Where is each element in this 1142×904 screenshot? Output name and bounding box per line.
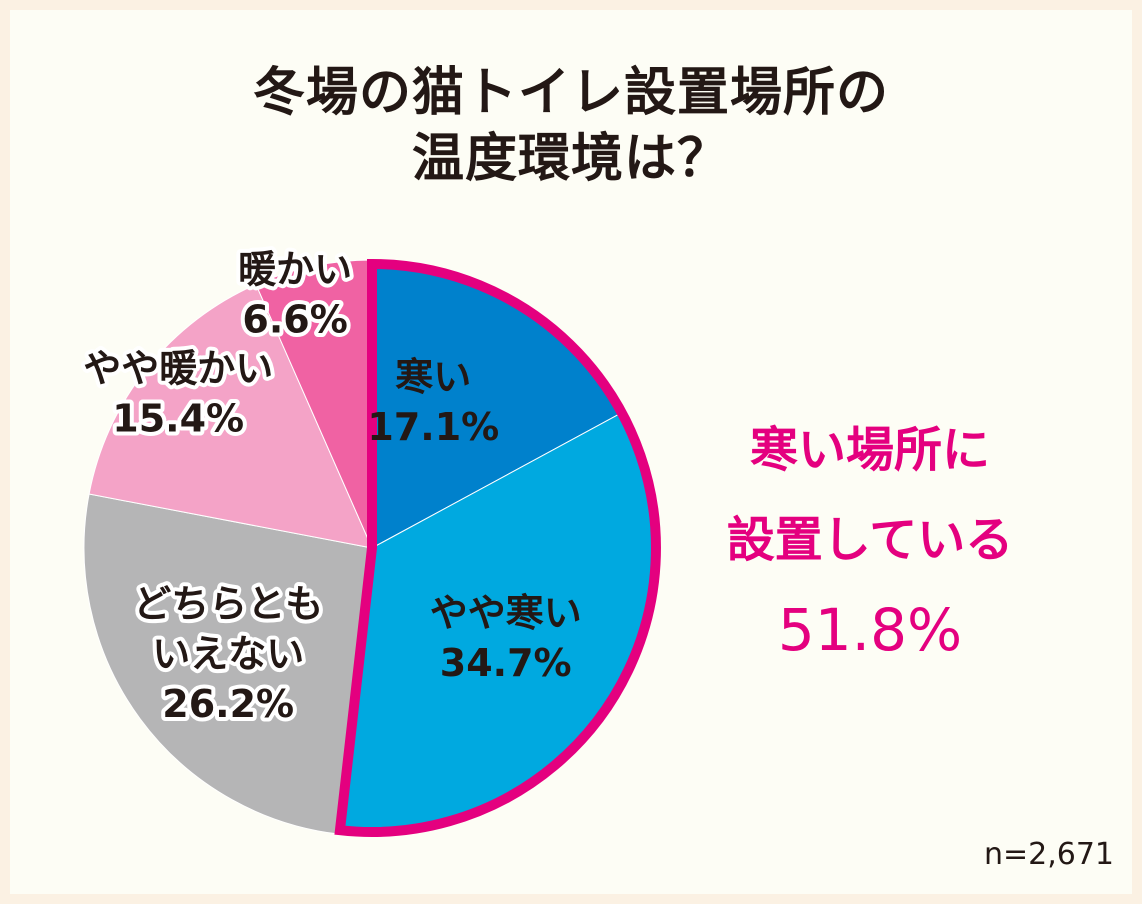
slice-value-2: 34.7% [440, 641, 572, 685]
slice-name-3: いえない [152, 632, 304, 676]
callout-line-1: 寒い場所に [749, 422, 990, 478]
slice-name-2: やや寒い [430, 591, 582, 635]
slice-name-3: どちらとも [133, 582, 323, 626]
slice-value-3: 26.2% [162, 682, 294, 726]
slice-name-1: 寒い [395, 355, 471, 399]
slice-value-1: 17.1% [367, 405, 499, 449]
callout-line-2: 設置している [726, 512, 1014, 568]
highlight-callout: 寒い場所に 設置している 51.8% [690, 405, 1050, 675]
sample-size: n=2,671 [983, 837, 1114, 872]
pie-slice-3 [83, 493, 373, 835]
slice-label-1: 寒い 17.1% [367, 355, 499, 449]
chart-title: 冬場の猫トイレ設置場所の 温度環境は？ [10, 60, 1132, 192]
highlight-outline [334, 258, 661, 837]
chart-title-line-1: 冬場の猫トイレ設置場所の [252, 63, 889, 123]
pie-slice-4 [88, 283, 373, 549]
slice-name-5: 暖かい [238, 248, 352, 292]
slice-value-5: 6.6% [242, 298, 347, 342]
pie-chart: 寒い 17.1% やや寒い 34.7% どちらともいえない 26.2% やや暖かい 15.4%… [79, 244, 661, 837]
slice-name-4: やや暖かい [83, 347, 273, 391]
chart-title-line-2: 温度環境は？ [411, 129, 730, 189]
chart-frame: 冬場の猫トイレ設置場所の 温度環境は？ 寒い 17.1% やや寒い 34.7% どちらと… [10, 10, 1132, 894]
slice-label-3: どちらともいえない 26.2% [133, 582, 323, 726]
callout-value: 51.8% [777, 596, 963, 664]
slice-value-4: 15.4% [112, 397, 244, 441]
slice-label-5: 暖かい 6.6% [238, 248, 352, 342]
slice-label-4: やや暖かい 15.4% [83, 347, 273, 441]
slice-label-2: やや寒い 34.7% [430, 591, 582, 685]
